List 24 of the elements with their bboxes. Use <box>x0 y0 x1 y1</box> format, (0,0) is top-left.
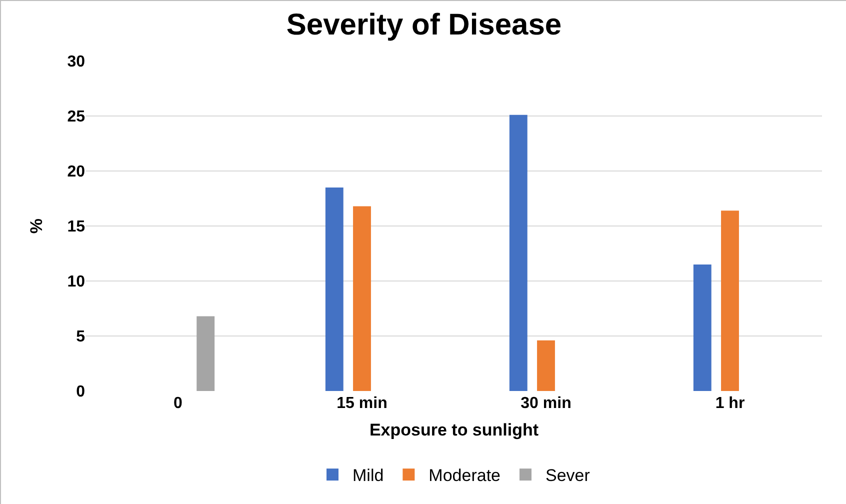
bar <box>693 264 712 391</box>
y-tick-label: 20 <box>67 164 86 181</box>
y-tick-label: 5 <box>76 328 86 346</box>
bar <box>196 316 215 391</box>
y-tick-label: 10 <box>67 274 86 291</box>
y-tick-label: 0 <box>76 384 86 401</box>
x-tick-label: 30 min <box>520 395 572 412</box>
bar <box>721 210 739 391</box>
y-tick-label: 25 <box>67 108 86 126</box>
bar <box>509 114 528 391</box>
x-tick-label: 15 min <box>336 395 388 412</box>
bar <box>537 340 555 391</box>
x-axis-title: Exposure to sunlight <box>369 420 539 440</box>
legend-label: Sever <box>546 466 590 486</box>
legend-label: Mild <box>352 466 384 486</box>
bar <box>353 206 371 391</box>
chart-title: Severity of Disease <box>286 8 562 42</box>
bar <box>325 188 344 391</box>
y-tick-label: 15 <box>67 218 86 236</box>
legend-label: Moderate <box>428 466 500 486</box>
y-tick-label: 30 <box>67 54 86 71</box>
x-tick-label: 1 hr <box>715 395 745 412</box>
x-tick-label: 0 <box>174 395 183 412</box>
y-axis-title: % <box>26 218 46 234</box>
